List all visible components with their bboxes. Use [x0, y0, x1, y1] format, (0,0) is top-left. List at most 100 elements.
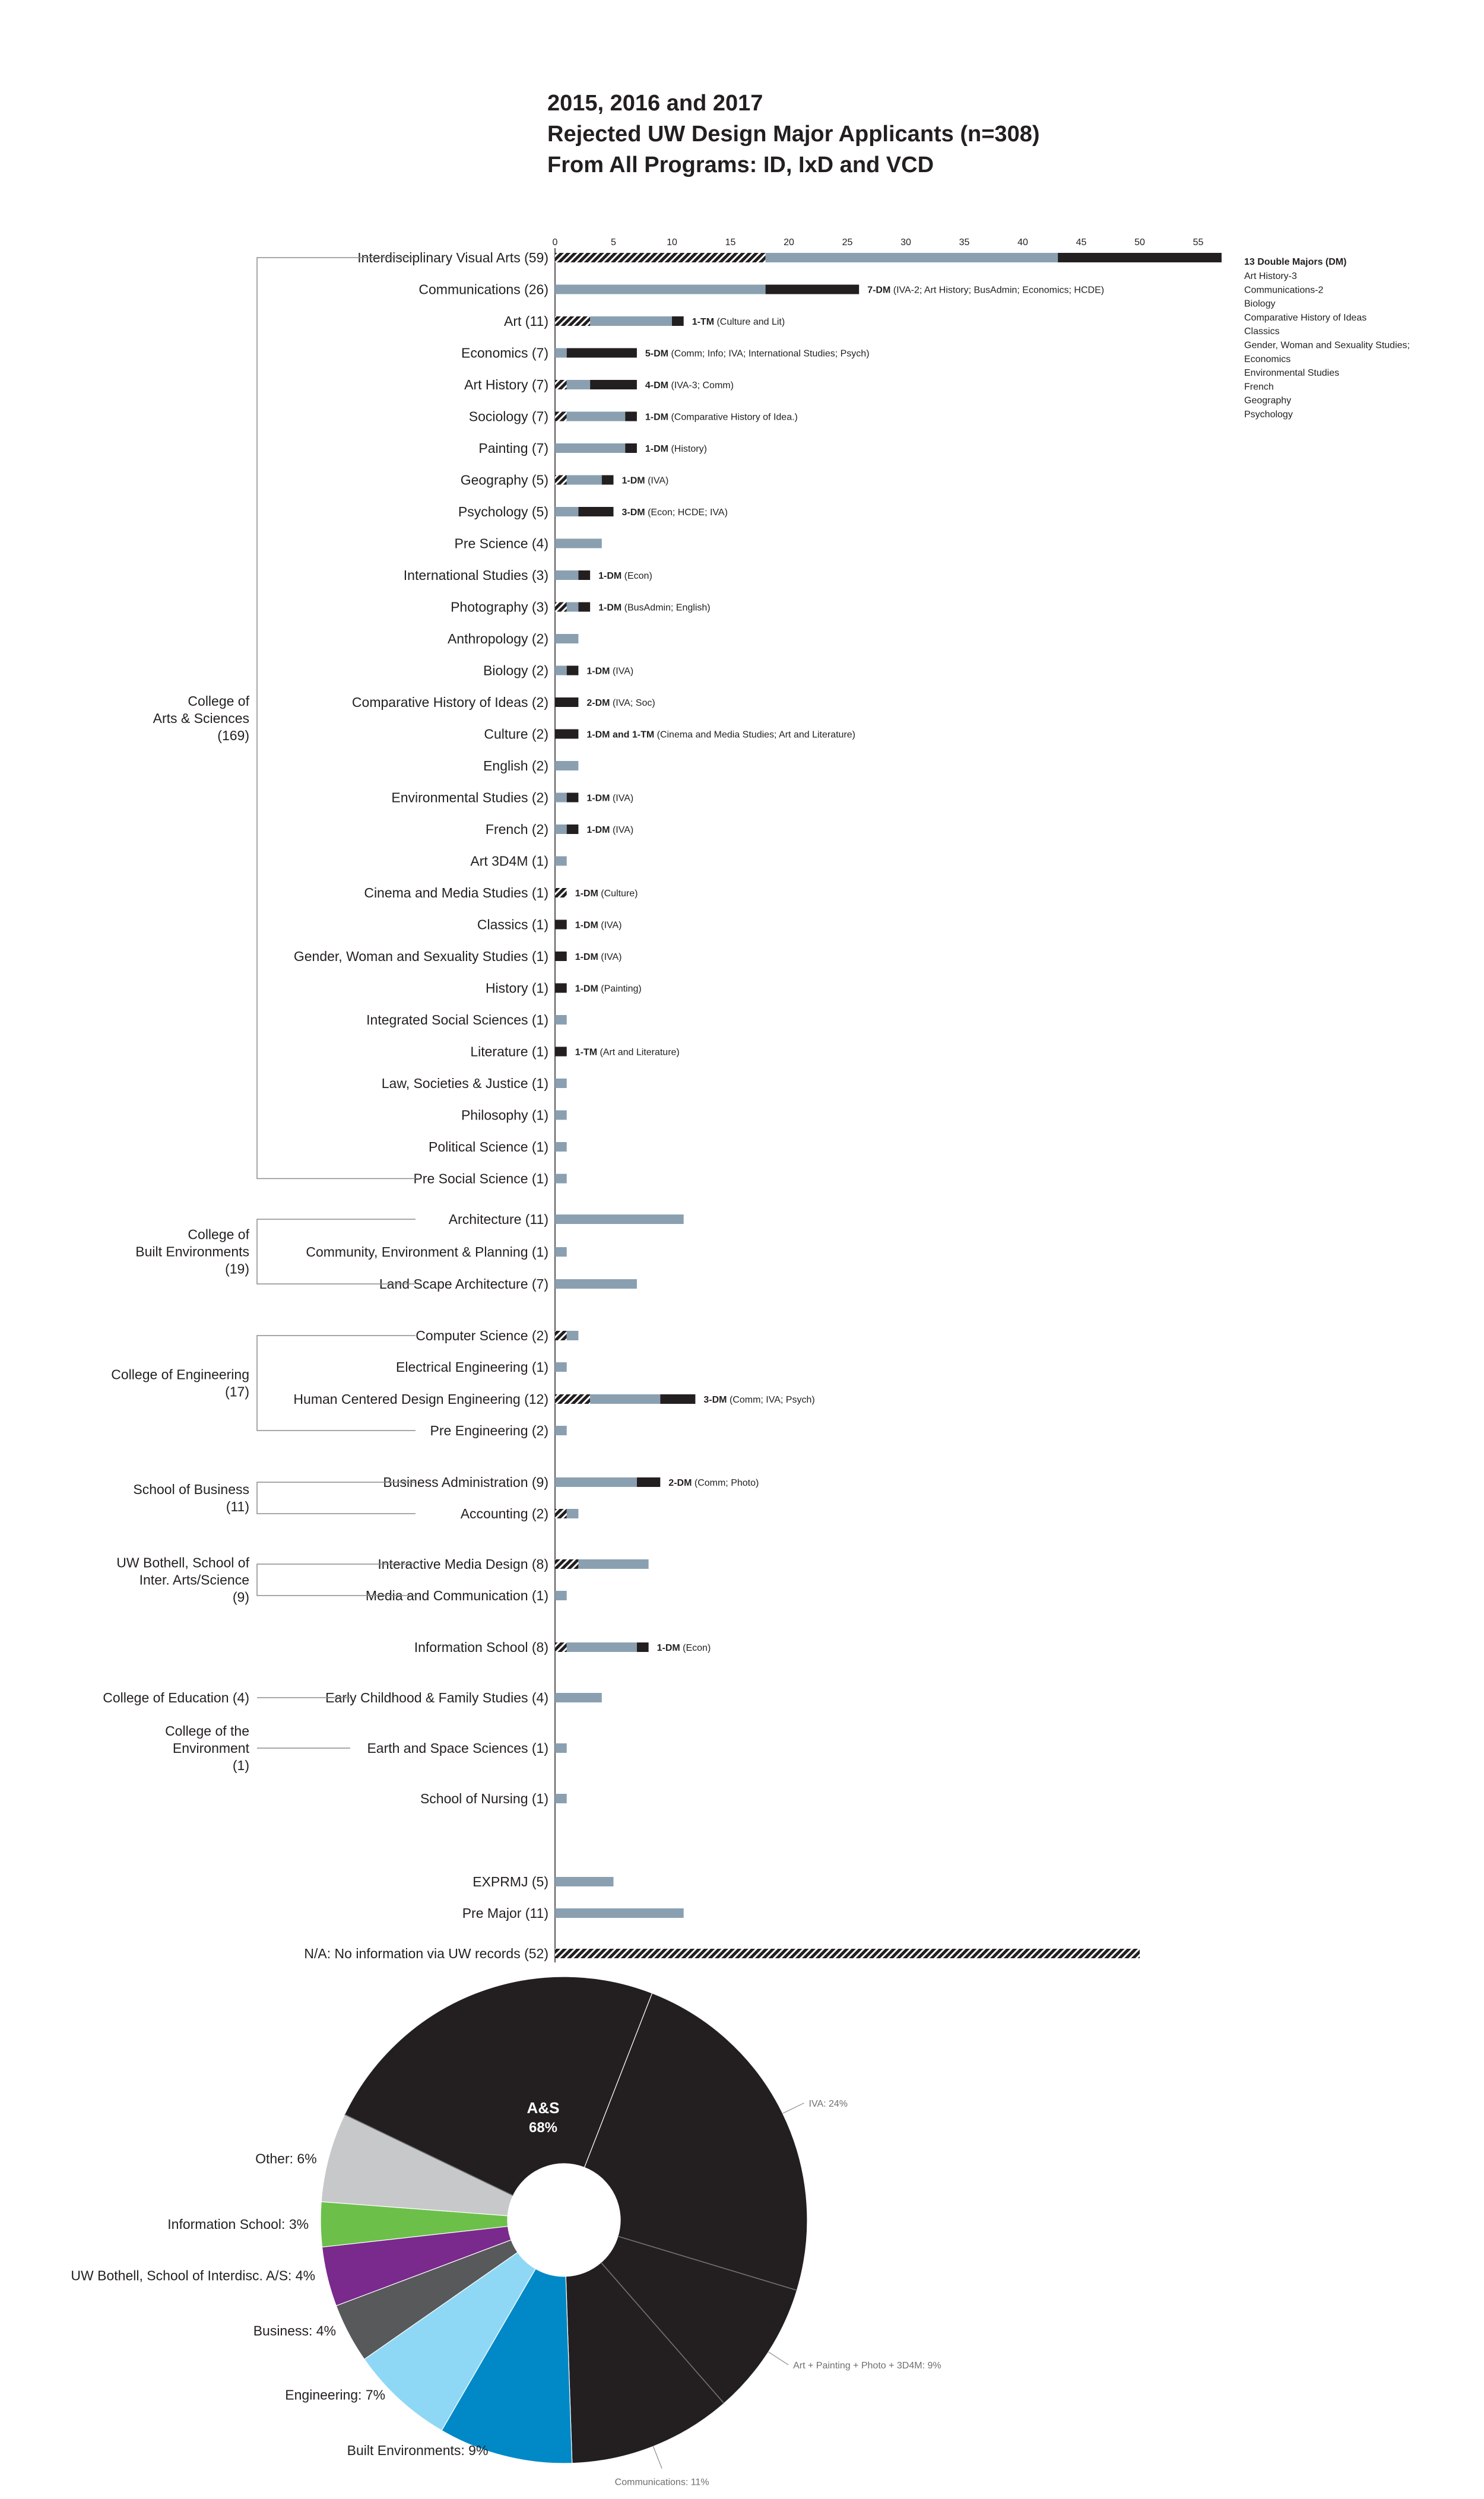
bar-segment-black	[636, 1477, 661, 1487]
legend-item: Environmental Studies	[1244, 368, 1339, 378]
x-tick-label-5: 5	[611, 237, 616, 248]
bar-annotation: 1-TM (Art and Literature)	[575, 1048, 680, 1058]
bar-segment-blue	[566, 1642, 637, 1652]
bar-segment-black	[1058, 253, 1222, 262]
bar-segment-black	[765, 284, 860, 294]
pie-slice-divider	[617, 2235, 797, 2291]
bar-segment-blue	[555, 1142, 567, 1152]
x-tick-label-45: 45	[1076, 237, 1087, 248]
bar-segment-black	[555, 983, 567, 993]
bar-segment-blue	[555, 1794, 567, 1803]
row-label: English (2)	[483, 758, 548, 773]
bar-segment-blue	[555, 1214, 684, 1224]
bar-segment-blue	[555, 570, 579, 580]
bar-annotation: 1-DM (BusAdmin; English)	[598, 603, 711, 613]
x-tick-label-25: 25	[842, 237, 853, 248]
pie-slice-divider	[600, 2262, 725, 2404]
bar-segment-blue	[566, 602, 579, 612]
row-label: Integrated Social Sciences (1)	[366, 1012, 548, 1027]
pie-slice-label: Other: 6%	[255, 2151, 317, 2166]
bar-segment-blue	[566, 475, 602, 485]
x-tick-label-40: 40	[1017, 237, 1028, 248]
bar-segment-blue	[555, 792, 567, 803]
legend-item: Classics	[1244, 326, 1280, 337]
bar-segment-blue	[555, 1426, 567, 1435]
pie-slice-label: Engineering: 7%	[285, 2387, 385, 2402]
bar-segment-black	[566, 792, 579, 803]
bar-annotation: 2-DM (Comm; Photo)	[668, 1478, 759, 1488]
pie-slice-label: Business: 4%	[253, 2323, 336, 2338]
bar-segment-blue	[555, 824, 567, 834]
pie-center-label: A&S	[527, 2099, 560, 2117]
row-label: School of Nursing (1)	[420, 1791, 548, 1806]
bar-annotation: 4-DM (IVA-3; Comm)	[645, 380, 734, 391]
group-label-line: (11)	[226, 1499, 249, 1514]
bar-segment-blue	[765, 253, 1058, 262]
row-label: Gender, Woman and Sexuality Studies (1)	[294, 949, 548, 964]
bar-segment-hatched	[555, 316, 591, 326]
bar-segment-hatched	[555, 1331, 567, 1340]
row-label: Political Science (1)	[429, 1139, 548, 1155]
pie-leader-line	[782, 2102, 804, 2114]
bar-segment-black	[555, 919, 567, 930]
legend-item: Gender, Woman and Sexuality Studies;	[1244, 341, 1410, 351]
row-label: Pre Major (11)	[462, 1905, 548, 1921]
bar-annotation: 1-DM (IVA)	[575, 921, 622, 931]
group-label-line: College of Engineering	[111, 1367, 249, 1382]
group-label-line: (169)	[217, 728, 249, 743]
bar-segment-blue	[555, 1279, 637, 1289]
bar-annotation: 1-DM (IVA)	[586, 667, 633, 677]
bar-segment-hatched	[555, 1394, 591, 1404]
row-label: Philosophy (1)	[461, 1108, 548, 1123]
pie-slice-label: Built Environments: 9%	[347, 2443, 489, 2458]
group-bracket: College of Built Environments(19)	[135, 1219, 416, 1285]
bar-segment-blue	[555, 284, 766, 294]
row-label: Sociology (7)	[469, 409, 548, 424]
bracket-line	[256, 1564, 416, 1596]
group-label-line: School of Business	[133, 1482, 249, 1497]
bar-segment-blue	[566, 411, 626, 421]
group-label-line: (19)	[225, 1261, 249, 1277]
group-label-line: College of	[188, 693, 249, 709]
bar-segment-hatched	[555, 888, 567, 898]
bar-segment-blue	[555, 1908, 684, 1918]
row-label: History (1)	[486, 981, 548, 996]
row-label: Communications (26)	[418, 282, 548, 297]
bar-annotation: 1-DM and 1-TM (Cinema and Media Studies;…	[586, 730, 855, 740]
pie-slice-label: IVA: 24%	[809, 2099, 848, 2109]
bar-annotation: 1-DM (Econ)	[657, 1643, 711, 1653]
bar-segment-blue	[555, 1079, 567, 1088]
title-line-1: 2015, 2016 and 2017	[547, 91, 763, 116]
bar-segment-hatched	[555, 1642, 567, 1652]
bracket-line	[256, 1219, 416, 1285]
row-label: Biology (2)	[483, 663, 548, 678]
legend-item: Geography	[1244, 396, 1291, 406]
bar-annotation: 1-DM (Econ)	[598, 571, 652, 581]
chart-title: 2015, 2016 and 2017 Rejected UW Design M…	[547, 88, 1040, 180]
bar-segment-blue	[555, 348, 567, 358]
bar-segment-hatched	[555, 602, 567, 612]
row-label: Pre Engineering (2)	[430, 1423, 548, 1438]
row-label: Community, Environment & Planning (1)	[306, 1244, 548, 1260]
row-label: Photography (3)	[451, 600, 548, 615]
bar-segment-blue	[555, 1174, 567, 1184]
row-label: Human Centered Design Engineering (12)	[293, 1391, 548, 1407]
row-label: Electrical Engineering (1)	[396, 1359, 548, 1375]
bar-segment-blue	[566, 1509, 579, 1518]
legend-item: Communications-2	[1244, 285, 1323, 295]
group-label-line: Inter. Arts/Science	[139, 1572, 249, 1588]
row-label: French (2)	[486, 822, 548, 837]
bar-annotation: 1-DM (IVA)	[622, 476, 669, 486]
x-tick-label-20: 20	[784, 237, 794, 248]
bar-segment-hatched	[555, 475, 567, 485]
bar-segment-blue	[566, 380, 591, 389]
bar-annotation: 1-DM (Comparative History of Idea.)	[645, 413, 798, 423]
x-tick-label-0: 0	[553, 237, 558, 248]
x-tick-label-50: 50	[1134, 237, 1145, 248]
bar-segment-blue	[555, 1362, 567, 1372]
legend: 13 Double Majors (DM) Art History-3 Commun…	[1244, 257, 1410, 420]
bracket-line	[256, 1482, 416, 1514]
group-label-line: (9)	[233, 1590, 249, 1605]
bar-segment-blue	[555, 1110, 567, 1120]
pie-slice-divider	[344, 2114, 513, 2196]
